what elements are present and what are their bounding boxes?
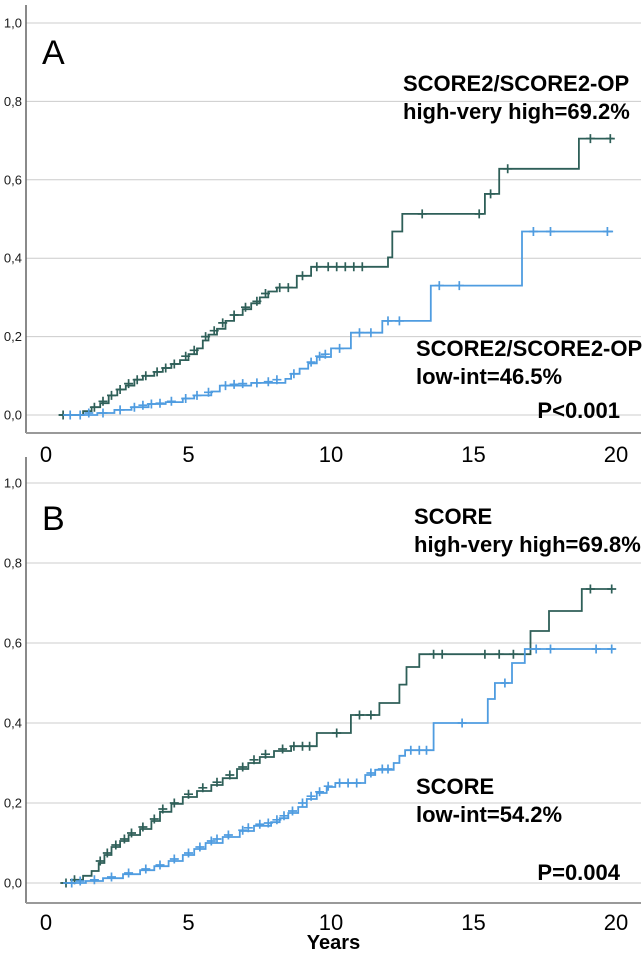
y-tick-label: 0,8 [4,556,22,571]
y-tick-label: 0,6 [4,636,22,651]
annotation-line: SCORE [416,774,495,799]
annotation-line: low-int=46.5% [416,364,563,389]
x-tick-label: 0 [40,910,52,935]
p-value-panel-a: P<0.001 [537,398,620,423]
censor-marks-low-int [67,644,617,888]
y-tick-label: 1,0 [4,16,22,31]
annotation-panel-a-low-group: SCORE2/SCORE2-OP low-int=46.5% [416,335,642,391]
y-tick-label: 0,8 [4,94,22,109]
annotation-line: low-int=54.2% [416,802,563,827]
annotation-panel-b-high-group: SCORE high-very high=69.8% [414,503,641,559]
x-axis-title: Years [306,932,361,954]
x-tick-label: 15 [461,910,485,935]
annotation-panel-b-low-group: SCORE low-int=54.2% [416,773,562,829]
censor-marks-low-int [65,227,612,420]
y-tick-label: 0,2 [4,796,22,811]
x-tick-label: 15 [461,442,485,467]
panel-a-label: A [42,34,65,72]
y-tick-label: 0,4 [4,251,22,266]
annotation-line: high-very high=69.2% [403,99,630,124]
y-tick-label: 0,6 [4,172,22,187]
x-tick-label: 5 [182,910,194,935]
km-curve-low-int [63,648,615,884]
x-tick-label: 20 [604,910,628,935]
x-tick-label: 0 [40,442,52,467]
y-tick-label: 0,0 [4,876,22,891]
y-tick-label: 0,0 [4,408,22,423]
y-tick-label: 1,0 [4,476,22,491]
annotation-panel-a-high-group: SCORE2/SCORE2-OP high-very high=69.2% [403,70,630,126]
annotation-line: high-very high=69.8% [414,532,641,557]
annotation-line: SCORE2/SCORE2-OP [403,71,630,96]
p-value-panel-b: P=0.004 [537,860,620,885]
annotation-line: SCORE [414,504,493,529]
annotation-line: SCORE2/SCORE2-OP [416,336,643,361]
x-tick-label: 10 [319,910,343,935]
x-tick-label: 5 [182,442,194,467]
censor-marks-high-very high [61,584,617,888]
panel-b-label: B [42,500,65,538]
x-tick-label: 20 [604,442,628,467]
y-tick-label: 0,4 [4,716,22,731]
x-tick-label: 10 [319,442,343,467]
y-tick-label: 0,2 [4,329,22,344]
